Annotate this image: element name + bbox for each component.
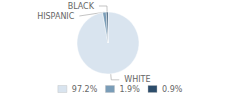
svg-text:0.9%: 0.9%	[162, 85, 183, 94]
svg-text:97.2%: 97.2%	[72, 85, 98, 94]
svg-text:HISPANIC: HISPANIC	[37, 12, 75, 21]
svg-text:WHITE: WHITE	[124, 75, 150, 84]
svg-text:BLACK: BLACK	[68, 2, 95, 11]
svg-text:1.9%: 1.9%	[119, 85, 140, 94]
